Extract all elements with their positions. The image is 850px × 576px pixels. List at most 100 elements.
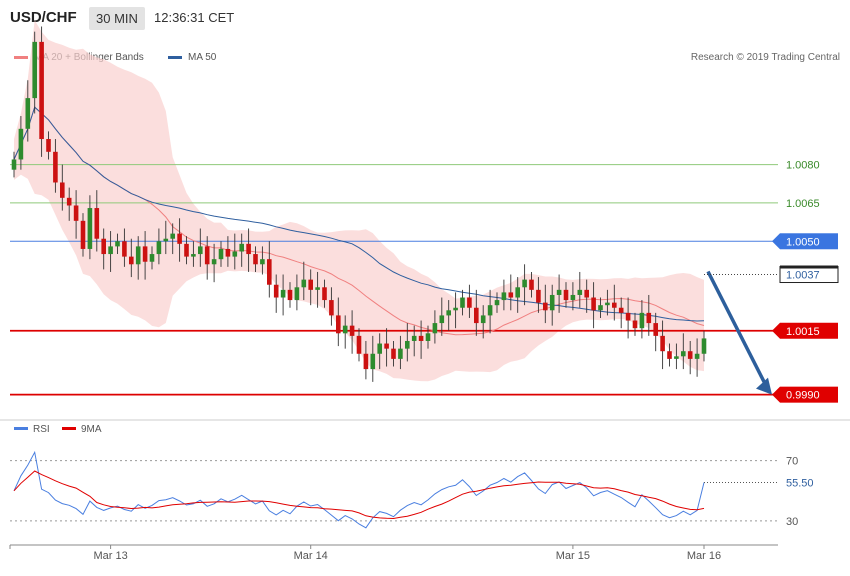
candle-body xyxy=(432,323,438,334)
price-tag-label: 1.0080 xyxy=(786,160,820,172)
rsi-swatch xyxy=(14,427,28,430)
candle-body xyxy=(18,128,24,160)
candle xyxy=(522,264,527,306)
candle-body xyxy=(591,297,596,311)
moving-averages xyxy=(13,106,705,336)
candle xyxy=(225,236,231,267)
price-tag-bg xyxy=(780,386,838,403)
candle-body xyxy=(80,220,86,249)
candle-body xyxy=(225,248,231,257)
candle xyxy=(618,297,624,329)
candle xyxy=(425,325,431,349)
candle xyxy=(198,228,203,267)
candle-body xyxy=(501,292,507,301)
candle-body xyxy=(25,98,31,129)
candle-body xyxy=(474,307,479,324)
candle-body xyxy=(405,340,410,349)
ma9-line xyxy=(13,470,705,520)
bollinger-band-area xyxy=(14,20,704,382)
candle xyxy=(294,274,300,311)
candle xyxy=(384,328,389,367)
candle-body xyxy=(674,356,679,359)
candle xyxy=(156,228,162,265)
candle xyxy=(570,282,576,311)
candle-body xyxy=(46,139,51,152)
price-tag-bg xyxy=(780,322,838,339)
candle xyxy=(660,320,665,370)
candle xyxy=(53,139,58,193)
candle xyxy=(543,284,548,324)
price-tags: 1.0080 1.0065 1.0050 1.0015 0.9990 1.0037 xyxy=(704,160,839,403)
candle-body xyxy=(218,248,224,260)
candle xyxy=(273,274,279,313)
candle-body xyxy=(232,251,238,257)
candle-body xyxy=(39,41,44,140)
candle-body xyxy=(577,289,583,295)
candle xyxy=(149,246,155,270)
candle xyxy=(529,271,534,298)
candle xyxy=(487,289,493,334)
candle-body xyxy=(612,302,617,308)
candle xyxy=(694,338,700,377)
candle-body xyxy=(108,246,113,255)
last-price-tag: 1.0037 xyxy=(779,265,839,284)
price-tag-1.0065: 1.0065 xyxy=(786,198,820,210)
candle-body xyxy=(480,315,486,324)
candle xyxy=(94,190,100,252)
candle xyxy=(260,246,265,275)
candle-body xyxy=(60,182,65,198)
candle xyxy=(577,271,583,308)
price-tag-pointer xyxy=(772,322,780,339)
candle-body xyxy=(667,351,672,359)
candle xyxy=(625,297,631,339)
candle-body xyxy=(163,238,169,242)
candle xyxy=(308,269,313,306)
candle-body xyxy=(618,307,624,313)
candle-body xyxy=(536,289,541,303)
price-tag-pointer xyxy=(772,386,780,403)
candle xyxy=(32,31,37,114)
candle-body xyxy=(315,287,320,290)
candle xyxy=(108,231,113,272)
candle-body xyxy=(632,320,638,329)
time-label-Mar 14: Mar 14 xyxy=(294,550,328,562)
price-levels xyxy=(10,164,778,396)
candle-body xyxy=(101,238,106,255)
candle xyxy=(612,284,617,321)
candle-body xyxy=(508,292,514,298)
candle xyxy=(287,282,293,308)
candle-body xyxy=(681,351,686,357)
candle xyxy=(405,323,410,362)
candle xyxy=(432,310,438,344)
candle xyxy=(377,333,382,370)
candle-body xyxy=(11,159,17,170)
candle xyxy=(508,274,514,311)
price-tag-1.0015: 1.0015 xyxy=(772,322,838,339)
candle-body xyxy=(184,243,189,257)
ma9-swatch xyxy=(62,427,76,430)
time-axis: Mar 13 Mar 14 Mar 15 Mar 16 xyxy=(9,544,778,562)
candle xyxy=(363,340,369,380)
candle xyxy=(632,312,638,336)
candle-body xyxy=(543,302,548,311)
candle-body xyxy=(625,312,631,321)
candle xyxy=(446,300,451,331)
candle-body xyxy=(487,305,493,316)
candle-body xyxy=(66,197,72,206)
candle xyxy=(653,312,658,352)
price-tag-bg xyxy=(780,233,838,250)
candle xyxy=(349,310,355,354)
last-price-tag-top xyxy=(780,265,838,269)
candle-body xyxy=(191,254,196,257)
candle-body xyxy=(529,279,534,290)
candle-body xyxy=(260,259,265,265)
candle-body xyxy=(280,289,286,298)
candle-body xyxy=(156,241,162,255)
candle-body xyxy=(446,310,451,316)
candle xyxy=(398,335,403,370)
candle-body xyxy=(570,294,576,301)
timeframe-badge[interactable]: 30 MIN xyxy=(89,7,145,30)
candle-body xyxy=(384,343,389,349)
candle-body xyxy=(467,297,472,308)
candle xyxy=(11,151,17,178)
